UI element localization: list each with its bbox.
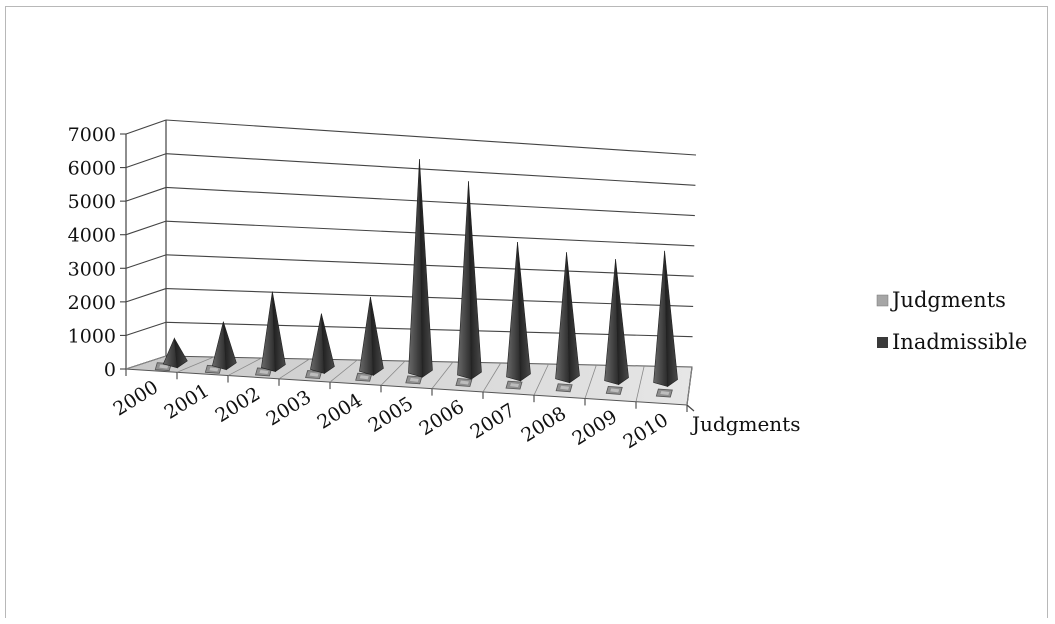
gridline-side [125,288,167,303]
pyramid-judgments-face-2000 [159,364,169,369]
y-tick-label: 4000 [68,225,116,247]
gridline-back [165,254,694,277]
floor-divider [227,357,262,376]
pyramid-inadmissible-side-2001 [223,321,237,371]
y-tick-label: 7000 [68,124,116,146]
floor-divider [533,363,549,396]
legend-swatch-judgments [876,294,889,307]
legend-label-judgments: Judgments [890,288,1006,312]
pyramid-judgments-face-2006 [459,380,469,385]
gridline-back [165,288,694,307]
pyramid-judgments-face-2005 [409,377,419,382]
gridline-side [125,186,167,202]
pyramid-judgments-face-2001 [209,367,219,372]
gridline-back [165,186,695,217]
pyramid-inadmissible-side-2006 [468,181,482,380]
pyramid-inadmissible-side-2007 [517,241,531,382]
gridline-back [165,119,697,156]
pyramid-judgments-face-2002 [259,369,269,374]
x-tick-label: 2001 [160,379,213,423]
gridline-back [165,220,695,247]
legend-swatch-inadmissible [877,337,888,348]
y-axis-tick-labels: 0 1000 2000 3000 4000 5000 6000 7000 [68,124,116,381]
pyramid-judgments-face-2008 [560,385,570,390]
x-tick-label: 2004 [313,389,366,433]
pyramid-judgments-face-2010 [660,391,670,396]
floor-divider [176,356,214,373]
y-tick-label: 6000 [68,158,116,180]
pyramid-inadmissible-side-2003 [321,313,335,375]
x-tick-label: 2000 [109,376,162,420]
legend-item-inadmissible[interactable]: Inadmissible [877,330,1027,354]
pyramid-inadmissible-side-2005 [419,159,433,378]
x-tick-label: 2005 [364,393,417,437]
gridline-side [125,119,167,135]
x-tick-label: 2006 [415,396,468,440]
x-tick-label: 2007 [466,399,519,443]
y-tick-label: 3000 [68,258,116,280]
x-tick-label: 2002 [211,383,264,427]
x-tick-label: 2003 [262,386,315,430]
pyramid-marks [154,159,678,398]
pyramid-inadmissible-side-2004 [370,296,384,376]
pyramid-inadmissible-side-2009 [615,259,629,386]
y-tick-label: 2000 [68,292,116,314]
floor-divider [278,358,310,380]
y-tick-label: 0 [104,359,116,381]
floor-divider [329,359,358,383]
chart-frame: 0 1000 2000 3000 4000 5000 6000 7000 2000 2001 20… [5,6,1048,618]
gridline-side [125,254,167,269]
pyramid-judgments-face-2004 [359,375,369,380]
legend: Judgments Inadmissible [876,288,1027,354]
pyramid-inadmissible-side-2002 [272,291,286,373]
series-axis: Judgments [690,412,801,436]
series-axis-label: Judgments [690,412,801,436]
floor-divider [125,355,167,370]
y-tick-label: 5000 [68,191,116,213]
floor-divider [584,364,597,399]
gridline-side [125,321,167,336]
gridline-back [165,153,696,186]
x-tick-label: 2008 [517,402,570,446]
pyramid-inadmissible-side-2008 [566,252,580,384]
pyramid-inadmissible-side-2010 [664,250,678,388]
gridline-side [125,153,167,169]
floor-divider [482,362,502,393]
floor-divider [686,366,693,406]
legend-item-judgments[interactable]: Judgments [876,288,1006,312]
pyramid-inadmissible-side-2000 [174,338,188,369]
x-tick-label: 2009 [568,406,621,450]
pyramid-judgments-face-2009 [610,388,620,393]
floor-divider [635,365,645,402]
legend-label-inadmissible: Inadmissible [892,330,1027,354]
floor-divider [380,360,406,386]
floor-divider [431,361,454,389]
pyramid-judgments-face-2003 [309,372,319,377]
x-tick-label: 2010 [619,409,672,453]
pyramid-judgments-face-2007 [510,383,520,388]
series-axis-tick [686,404,695,412]
gridline-side [125,220,167,236]
y-tick-label: 1000 [68,325,116,347]
